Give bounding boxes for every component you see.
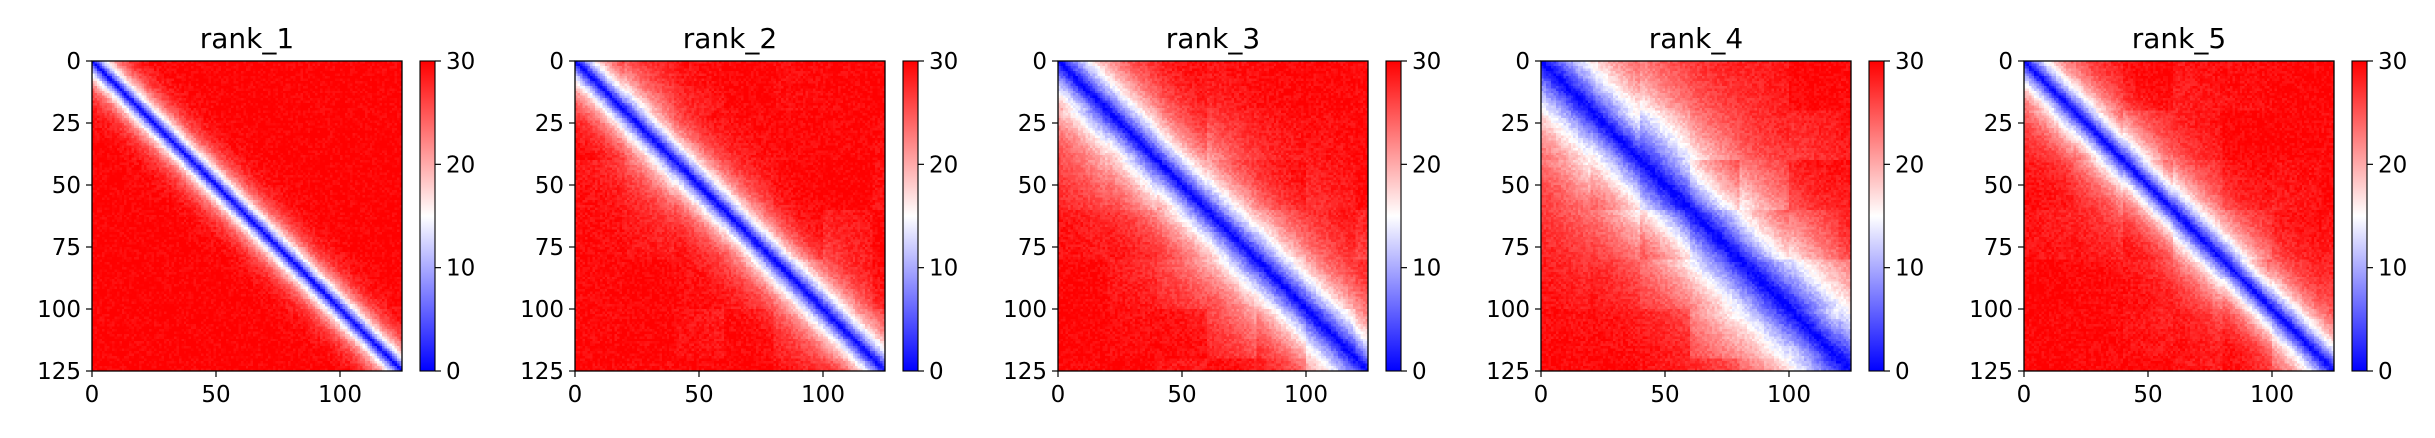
x-tick-label: 0 [568, 382, 583, 408]
x-tick-label: 100 [2250, 382, 2294, 408]
x-tick-label: 0 [2017, 382, 2032, 408]
y-tick-label: 125 [1969, 359, 2013, 385]
y-tick-label: 75 [1018, 235, 1047, 261]
colorbar-tick-label: 20 [1895, 152, 1924, 178]
x-tick-label: 0 [85, 382, 100, 408]
colorbar [2352, 61, 2367, 371]
y-tick-label: 0 [549, 49, 564, 75]
x-tick-label: 100 [318, 382, 362, 408]
y-tick-label: 75 [52, 235, 81, 261]
y-tick-label: 0 [66, 49, 81, 75]
colorbar-tick-label: 0 [2378, 359, 2393, 385]
colorbar [1869, 61, 1884, 371]
colorbar-tick-label: 20 [446, 152, 475, 178]
y-tick-label: 50 [52, 173, 81, 199]
colorbar-tick-label: 30 [2378, 49, 2407, 75]
colorbar-tick-label: 10 [446, 256, 475, 282]
colorbar [420, 61, 435, 371]
heatmap-cells [1058, 61, 1368, 371]
y-tick-label: 100 [1003, 297, 1047, 323]
x-tick-label: 50 [2133, 382, 2162, 408]
colorbar-tick-label: 20 [929, 152, 958, 178]
y-tick-label: 25 [535, 111, 564, 137]
x-tick-label: 0 [1534, 382, 1549, 408]
y-tick-label: 50 [1984, 173, 2013, 199]
x-tick-label: 100 [801, 382, 845, 408]
x-tick-label: 0 [1051, 382, 1066, 408]
y-tick-label: 0 [1998, 49, 2013, 75]
x-tick-label: 50 [1167, 382, 1196, 408]
colorbar-tick-label: 10 [2378, 256, 2407, 282]
colorbar-tick-label: 0 [446, 359, 461, 385]
x-tick-label: 100 [1767, 382, 1811, 408]
panel-title: rank_3 [1166, 22, 1260, 55]
colorbar-tick-label: 0 [1895, 359, 1910, 385]
y-tick-label: 0 [1032, 49, 1047, 75]
y-tick-label: 75 [1501, 235, 1530, 261]
y-tick-label: 75 [535, 235, 564, 261]
colorbar-tick-label: 30 [446, 49, 475, 75]
y-tick-label: 75 [1984, 235, 2013, 261]
x-tick-label: 50 [201, 382, 230, 408]
colorbar [903, 61, 918, 371]
colorbar-tick-label: 10 [1895, 256, 1924, 282]
panel-title: rank_5 [2132, 22, 2226, 55]
x-tick-label: 100 [1284, 382, 1328, 408]
heatmap-cells [1541, 61, 1851, 371]
panel-title: rank_1 [200, 22, 294, 55]
colorbar-tick-label: 30 [929, 49, 958, 75]
colorbar-tick-label: 20 [2378, 152, 2407, 178]
y-tick-label: 25 [1501, 111, 1530, 137]
y-tick-label: 25 [1018, 111, 1047, 137]
heatmap-cells [2024, 61, 2334, 371]
panel-title: rank_2 [683, 22, 777, 55]
y-tick-label: 25 [52, 111, 81, 137]
y-tick-label: 100 [1969, 297, 2013, 323]
colorbar-tick-label: 0 [929, 359, 944, 385]
y-tick-label: 50 [1018, 173, 1047, 199]
y-tick-label: 50 [535, 173, 564, 199]
colorbar-tick-label: 30 [1895, 49, 1924, 75]
colorbar-tick-label: 0 [1412, 359, 1427, 385]
y-tick-label: 125 [37, 359, 81, 385]
colorbar-tick-label: 30 [1412, 49, 1441, 75]
y-tick-label: 100 [520, 297, 564, 323]
y-tick-label: 50 [1501, 173, 1530, 199]
y-tick-label: 125 [520, 359, 564, 385]
y-tick-label: 125 [1486, 359, 1530, 385]
x-tick-label: 50 [684, 382, 713, 408]
heatmap-cells [575, 61, 885, 371]
y-tick-label: 0 [1515, 49, 1530, 75]
panel-title: rank_4 [1649, 22, 1743, 55]
colorbar-tick-label: 20 [1412, 152, 1441, 178]
y-tick-label: 125 [1003, 359, 1047, 385]
colorbar [1386, 61, 1401, 371]
x-tick-label: 50 [1650, 382, 1679, 408]
y-tick-label: 25 [1984, 111, 2013, 137]
y-tick-label: 100 [1486, 297, 1530, 323]
colorbar-tick-label: 10 [929, 256, 958, 282]
y-tick-label: 100 [37, 297, 81, 323]
colorbar-tick-label: 10 [1412, 256, 1441, 282]
heatmap-cells [92, 61, 402, 371]
